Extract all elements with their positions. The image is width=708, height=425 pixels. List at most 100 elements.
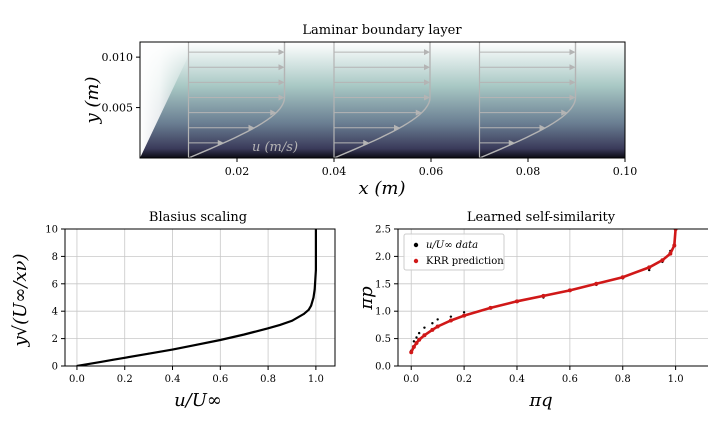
top-frame [139, 41, 626, 159]
top-xtick-label: 0.10 [613, 165, 638, 178]
velocity-arrowhead [363, 139, 370, 146]
profile-curve [333, 42, 431, 158]
left-data-point [312, 296, 315, 299]
left-data-point [99, 360, 102, 363]
velocity-arrowhead [508, 139, 515, 146]
left-data-point [303, 313, 305, 315]
data-point [417, 331, 421, 335]
left-data-point [219, 339, 222, 341]
velocity-arrowhead [394, 124, 400, 131]
krr-curve [410, 229, 677, 353]
right-ytick-label: 1.5 [375, 279, 391, 290]
velocity-arrowhead [217, 139, 224, 146]
velocity-arrowhead [424, 79, 430, 86]
top-leading-edge-mask [140, 42, 195, 158]
left-data-point [243, 333, 246, 336]
left-ytick-label: 4 [52, 307, 58, 318]
velocity-profile [187, 42, 286, 158]
velocity-arrowhead [561, 109, 568, 116]
left-panel: Blasius scaling 0.0 0.2 0.4 0.6 0.8 1.0 0 2 4 6 8 1… [10, 210, 336, 411]
top-xlabel: x (m) [359, 178, 406, 199]
legend-marker-data [413, 242, 419, 248]
right-xtick-label: 0.2 [456, 374, 472, 385]
legend-label-krr: KRR prediction [426, 256, 504, 267]
right-xtick-label: 1.0 [668, 374, 684, 385]
top-field [140, 42, 625, 158]
right-ytick-label: 1.0 [375, 307, 391, 318]
right-xtick-label: 0.8 [615, 374, 631, 385]
top-annotation: u (m/s) [252, 140, 298, 155]
left-xtick-label: 1.0 [308, 374, 324, 385]
right-xtick-label: 0.0 [403, 374, 419, 385]
left-ytick-label: 2 [52, 334, 58, 345]
velocity-arrowhead [278, 79, 285, 86]
velocity-arrowhead [569, 64, 576, 71]
right-xtick-label: 0.4 [509, 374, 525, 385]
left-data-point [267, 327, 269, 330]
left-xtick-label: 0.6 [212, 374, 228, 385]
top-panel: Laminar boundary layer 0.02 0.04 0.06 0.08 0… [82, 23, 637, 199]
top-ylabel: y (m) [82, 76, 103, 124]
left-data-point [291, 319, 293, 322]
left-ytick-label: 10 [45, 225, 58, 236]
left-data-point [171, 348, 174, 351]
right-ytick-label: 0.5 [375, 334, 391, 345]
velocity-arrowhead [424, 64, 430, 71]
left-ytick-label: 8 [52, 252, 58, 263]
left-data-point [87, 363, 90, 365]
left-ytick-label: 6 [52, 279, 58, 290]
left-frame [64, 228, 336, 367]
left-xtick-label: 0.4 [165, 374, 181, 385]
velocity-arrowhead [569, 79, 576, 86]
top-ytick-label: 0.010 [102, 51, 134, 64]
data-point [462, 311, 466, 314]
top-xtick-label: 0.06 [419, 165, 444, 178]
data-point [449, 315, 453, 318]
left-ytick-label: 0 [52, 362, 58, 373]
left-xtick-label: 0.0 [69, 374, 85, 385]
data-point [412, 340, 416, 343]
left-xtick-label: 0.2 [117, 374, 133, 385]
velocity-arrowhead [248, 124, 255, 131]
data-point [436, 318, 439, 321]
left-ylabel: y√(U∞/xν) [10, 253, 31, 347]
velocity-arrowhead [278, 49, 285, 56]
velocity-arrowhead [424, 49, 430, 56]
data-point [423, 326, 426, 329]
left-xlabel: u/U∞ [174, 390, 222, 411]
left-data-point [313, 288, 316, 291]
legend-label-data: u/U∞ data [426, 240, 478, 251]
velocity-profile [333, 42, 431, 158]
top-xtick-label: 0.04 [322, 165, 347, 178]
right-ytick-label: 2.0 [375, 252, 391, 263]
left-series-line [76, 229, 317, 366]
legend: u/U∞ data KRR prediction [403, 233, 505, 271]
right-xtick-label: 0.6 [562, 374, 578, 385]
velocity-arrowhead [270, 109, 277, 116]
velocity-arrowhead [415, 109, 422, 116]
left-data-point [314, 269, 317, 271]
data-point [415, 336, 418, 339]
data-point [647, 268, 651, 272]
left-data-point [111, 358, 114, 361]
left-data-point [310, 304, 313, 307]
top-title: Laminar boundary layer [302, 23, 462, 38]
right-ytick-label: 2.5 [375, 225, 391, 236]
velocity-arrowhead [278, 94, 285, 101]
left-title: Blasius scaling [149, 210, 247, 225]
top-xtick-label: 0.08 [516, 165, 541, 178]
left-data-point [279, 324, 281, 326]
velocity-arrowhead [569, 94, 576, 101]
right-ylabel: πp [356, 286, 377, 311]
right-xlabel: πq [528, 390, 552, 411]
right-ytick-label: 0.0 [375, 362, 391, 373]
left-data-point [195, 343, 198, 346]
left-data-point [307, 308, 310, 311]
right-panel: Learned self-similarity 0.0 0.2 0.4 0.6 0.8 1… [356, 210, 708, 411]
profile-curve [479, 42, 577, 158]
top-ytick-label: 0.005 [102, 102, 134, 115]
left-data-point [123, 356, 126, 359]
top-xtick-label: 0.02 [225, 165, 250, 178]
velocity-arrowhead [569, 49, 576, 56]
